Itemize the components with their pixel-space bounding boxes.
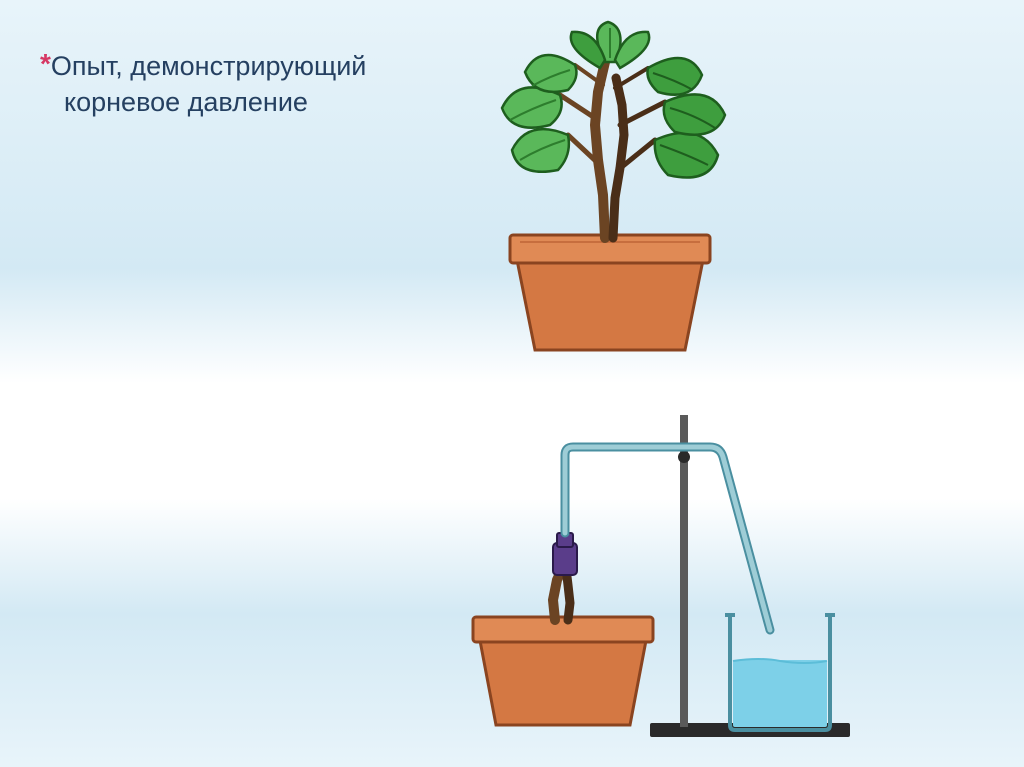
experiment-svg — [440, 405, 860, 745]
connector-icon — [553, 533, 577, 575]
beaker-icon — [725, 615, 835, 730]
leaves-icon — [502, 22, 725, 178]
title-line-2: корневое давление — [64, 87, 308, 117]
experiment-illustration — [440, 405, 860, 745]
pot-icon — [510, 235, 710, 350]
slide-title: *Опыт, демонстрирующий корневое давление — [40, 48, 366, 121]
title-line-1: Опыт, демонстрирующий — [51, 51, 366, 81]
plant-illustration — [440, 20, 780, 360]
stem-icon — [560, 62, 665, 238]
pot-cut-icon — [473, 617, 653, 725]
title-asterisk: * — [40, 48, 51, 79]
tube-icon — [565, 447, 770, 630]
plant-svg — [440, 20, 780, 360]
